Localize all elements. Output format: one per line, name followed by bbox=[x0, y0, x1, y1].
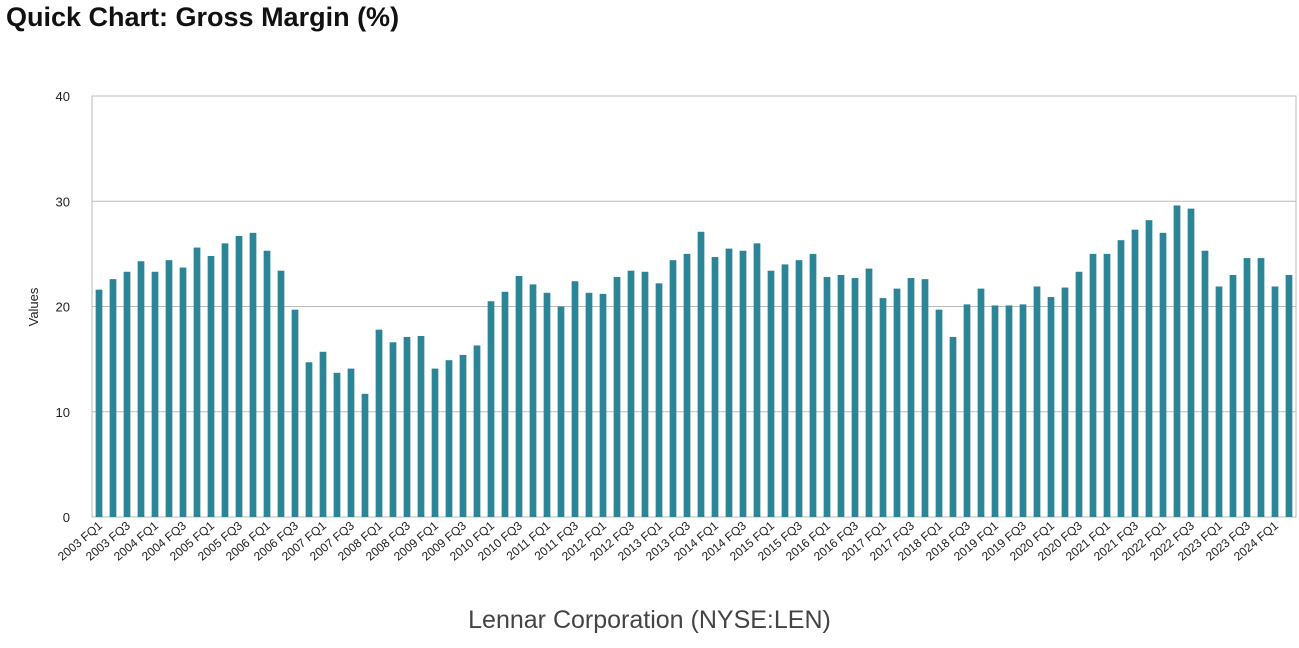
bar-2021-fq4 bbox=[1145, 220, 1153, 517]
bar-2020-fq1 bbox=[1047, 297, 1055, 517]
bar-2015-fq4 bbox=[809, 253, 817, 518]
bar-2018-fq3 bbox=[963, 304, 971, 517]
bar-2011-fq2 bbox=[557, 306, 565, 517]
bar-2019-fq4 bbox=[1033, 286, 1041, 517]
bar-2004-fq3 bbox=[179, 267, 187, 517]
bar-2011-fq1 bbox=[543, 292, 551, 517]
bar-2016-fq1 bbox=[823, 277, 831, 517]
bar-2007-fq1 bbox=[319, 351, 327, 517]
bar-2019-fq3 bbox=[1019, 304, 1027, 517]
bar-2014-fq2 bbox=[725, 248, 733, 518]
bar-2009-fq2 bbox=[445, 360, 453, 517]
bar-2008-fq1 bbox=[375, 329, 383, 517]
bar-2008-fq2 bbox=[389, 342, 397, 517]
bar-2016-fq3 bbox=[851, 278, 859, 517]
bar-2013-fq4 bbox=[697, 231, 705, 517]
bar-2013-fq3 bbox=[683, 253, 691, 518]
bar-2022-fq2 bbox=[1173, 205, 1181, 517]
bar-2013-fq2 bbox=[669, 260, 677, 517]
bar-2005-fq4 bbox=[249, 232, 257, 517]
bar-2007-fq2 bbox=[333, 372, 341, 517]
bar-2018-fq4 bbox=[977, 288, 985, 517]
bar-2022-fq3 bbox=[1187, 208, 1195, 517]
bar-2010-fq3 bbox=[515, 275, 523, 517]
bar-2008-fq4 bbox=[417, 335, 425, 517]
y-tick-label: 10 bbox=[56, 405, 70, 420]
bar-2004-fq1 bbox=[151, 271, 159, 517]
bar-2020-fq2 bbox=[1061, 287, 1069, 517]
bar-2011-fq4 bbox=[585, 292, 593, 517]
bar-2014-fq4 bbox=[753, 243, 761, 517]
bar-2004-fq4 bbox=[193, 247, 201, 517]
bar-2012-fq4 bbox=[641, 271, 649, 517]
y-axis-label: Values bbox=[26, 287, 41, 326]
bar-2015-fq3 bbox=[795, 260, 803, 517]
bar-2003-fq3 bbox=[123, 271, 131, 517]
bar-2005-fq1 bbox=[207, 255, 215, 518]
bar-2005-fq3 bbox=[235, 235, 243, 518]
bar-2017-fq3 bbox=[907, 278, 915, 517]
bar-2021-fq1 bbox=[1103, 253, 1111, 518]
bar-2010-fq2 bbox=[501, 291, 509, 517]
bar-2016-fq4 bbox=[865, 268, 873, 517]
y-tick-label: 30 bbox=[56, 194, 70, 209]
bar-2015-fq2 bbox=[781, 264, 789, 517]
chart-title: Quick Chart: Gross Margin (%) bbox=[6, 2, 400, 32]
bar-2020-fq4 bbox=[1089, 253, 1097, 518]
gridlines bbox=[91, 95, 1297, 518]
bar-2021-fq3 bbox=[1131, 229, 1139, 518]
bar-2009-fq1 bbox=[431, 368, 439, 517]
bar-2007-fq3 bbox=[347, 368, 355, 517]
bar-2012-fq1 bbox=[599, 293, 607, 517]
bar-2003-fq2 bbox=[109, 279, 117, 517]
bar-2023-fq1 bbox=[1215, 286, 1223, 517]
bar-2004-fq2 bbox=[165, 260, 173, 517]
bar-2022-fq1 bbox=[1159, 232, 1167, 517]
bar-2009-fq3 bbox=[459, 354, 467, 517]
bar-2024-fq2 bbox=[1285, 274, 1293, 517]
bar-2008-fq3 bbox=[403, 337, 411, 517]
bar-2011-fq3 bbox=[571, 281, 579, 517]
bar-2009-fq4 bbox=[473, 345, 481, 517]
company-label: Lennar Corporation (NYSE:LEN) bbox=[468, 606, 831, 634]
bar-2023-fq4 bbox=[1257, 258, 1265, 517]
bar-2010-fq1 bbox=[487, 301, 495, 517]
bar-2012-fq3 bbox=[627, 270, 635, 517]
bar-2023-fq2 bbox=[1229, 274, 1237, 517]
bar-2005-fq2 bbox=[221, 243, 229, 517]
bar-2014-fq1 bbox=[711, 257, 719, 517]
bar-2020-fq3 bbox=[1075, 271, 1083, 517]
bar-2003-fq1 bbox=[95, 289, 103, 517]
bar-2012-fq2 bbox=[613, 277, 621, 517]
bar-2022-fq4 bbox=[1201, 250, 1209, 517]
bar-2024-fq1 bbox=[1271, 286, 1279, 517]
bar-2018-fq1 bbox=[935, 309, 943, 517]
bar-2006-fq4 bbox=[305, 362, 313, 517]
bar-2017-fq4 bbox=[921, 279, 929, 517]
bar-2016-fq2 bbox=[837, 274, 845, 517]
y-tick-label: 20 bbox=[56, 300, 70, 315]
bar-2006-fq3 bbox=[291, 309, 299, 517]
bar-2017-fq1 bbox=[879, 298, 887, 517]
bar-2023-fq3 bbox=[1243, 258, 1251, 517]
bar-2013-fq1 bbox=[655, 283, 663, 517]
bars bbox=[95, 205, 1293, 518]
bar-2019-fq1 bbox=[991, 305, 999, 517]
y-tick-label: 40 bbox=[56, 89, 70, 104]
bar-2010-fq4 bbox=[529, 284, 537, 517]
y-tick-label: 0 bbox=[63, 510, 70, 525]
bar-2019-fq2 bbox=[1005, 305, 1013, 517]
bar-2021-fq2 bbox=[1117, 240, 1125, 517]
bar-2007-fq4 bbox=[361, 393, 369, 517]
y-axis-ticks: 0 10 20 30 40 bbox=[56, 89, 70, 525]
bar-2015-fq1 bbox=[767, 270, 775, 517]
bar-2006-fq2 bbox=[277, 270, 285, 517]
bar-2018-fq2 bbox=[949, 337, 957, 517]
bar-2017-fq2 bbox=[893, 288, 901, 517]
bar-2006-fq1 bbox=[263, 250, 271, 517]
bar-2014-fq3 bbox=[739, 250, 747, 517]
bar-2003-fq4 bbox=[137, 261, 145, 517]
